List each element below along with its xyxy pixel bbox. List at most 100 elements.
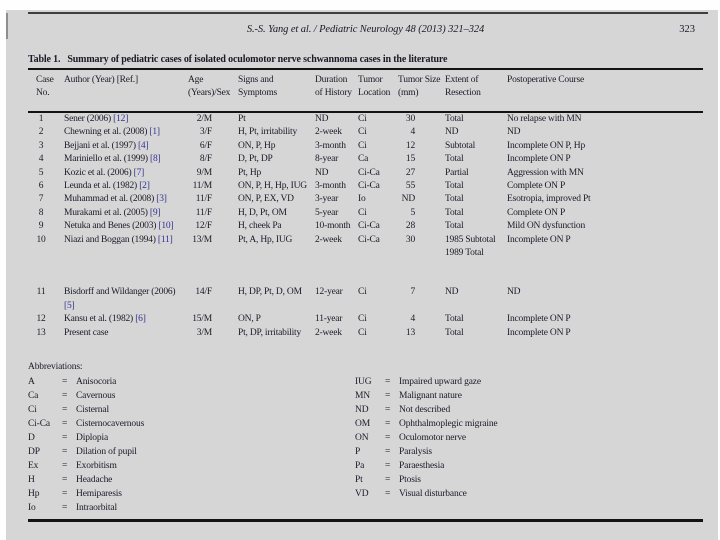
case-cell: 9 <box>38 221 44 232</box>
column-header-case-no: Case No. <box>28 69 64 113</box>
abbreviation-entry: VD = Visual disturbance <box>355 487 703 501</box>
abbreviation-key: A <box>28 377 35 387</box>
author-cell: Present case <box>64 327 188 340</box>
age-cell: 6/F <box>199 140 212 151</box>
table-row: 13 Present case 3/M Pt, DP, irritability 2-w… <box>28 327 703 340</box>
size-cell: 7 <box>410 287 415 298</box>
column-header-postop-course: Postoperative Course <box>507 69 703 113</box>
size-cell: 55 <box>405 181 415 192</box>
column-header-author: Author (Year) [Ref.] <box>64 69 188 113</box>
author-cell: Kozic et al. (2006) [7] <box>64 167 188 180</box>
abbreviation-key: H <box>28 475 35 485</box>
abbreviation-key: Pt <box>355 475 363 485</box>
size-cell: ND <box>401 194 416 205</box>
case-cell: 5 <box>38 167 44 178</box>
author-text: Bejjani et al. (1997) <box>64 140 136 151</box>
author-text: Sener (2006) <box>64 114 111 124</box>
citation-ref[interactable]: [1] <box>149 127 160 138</box>
abbreviation-meaning: Paraesthesia <box>399 461 445 471</box>
duration-cell: 5-year <box>315 207 339 218</box>
cases-table: Case No. Author (Year) [Ref.] Age (Years… <box>28 68 703 340</box>
author-cell: Murakami et al. (2005) [9] <box>64 207 188 220</box>
equals-sign: = <box>385 419 391 429</box>
author-cell: Netuka and Benes (2003) [10] <box>64 220 188 233</box>
location-cell: Ci <box>358 114 367 124</box>
citation-ref[interactable]: [8] <box>150 154 161 165</box>
course-cell: Complete ON P <box>507 207 566 218</box>
resection-cell: ND <box>445 127 459 138</box>
resection-cell: Total <box>445 181 464 192</box>
table-row: 8 Murakami et al. (2005) [9] 11/F H, D, Pt,… <box>28 207 703 220</box>
table-row: 6 Leunda et al. (1982) [2] 11/M ON, P, H, H… <box>28 180 703 193</box>
abbreviation-meaning: Ptosis <box>399 475 421 485</box>
abbreviation-key: Ca <box>28 391 39 401</box>
equals-sign: = <box>62 461 68 471</box>
citation-ref[interactable]: [7] <box>133 167 145 178</box>
abbreviation-entry: DP = Dilation of pupil <box>28 445 355 459</box>
age-cell: 15/M <box>192 314 212 325</box>
abbreviation-entry: IUG = Impaired upward gaze <box>355 375 703 389</box>
abbreviation-meaning: Not described <box>399 405 451 415</box>
abbreviation-key: ND <box>355 405 369 415</box>
duration-cell: 10-month <box>315 221 351 232</box>
citation-ref[interactable]: [6] <box>135 314 146 325</box>
abbreviation-entry: H = Headache <box>28 473 355 487</box>
size-cell: 4 <box>410 314 415 325</box>
table-title-text: Summary of pediatric cases of isolated o… <box>67 54 448 65</box>
resection-cell: Total <box>445 314 464 325</box>
case-cell: 7 <box>38 194 44 205</box>
age-cell: 14/F <box>195 287 212 298</box>
equals-sign: = <box>385 405 391 415</box>
age-cell: 13/M <box>192 234 212 245</box>
abbreviation-meaning: Exorbitism <box>76 461 117 471</box>
age-cell: 3/F <box>199 127 212 138</box>
table-title-label: Table 1. <box>28 54 61 65</box>
abbreviation-meaning: Hemiparesis <box>76 489 122 499</box>
column-header-location: Tumor Location <box>358 69 398 113</box>
size-cell: 30 <box>405 234 415 245</box>
author-text: Netuka and Benes (2003) <box>64 221 157 232</box>
column-header-signs: Signs and Symptoms <box>238 69 315 113</box>
citation-ref[interactable]: [9] <box>149 207 161 218</box>
abbreviation-entry: ND = Not described <box>355 403 703 417</box>
resection-cell: Total <box>445 194 464 205</box>
citation-ref[interactable]: [11] <box>157 234 173 245</box>
course-cell: Incomplete ON P <box>507 314 571 325</box>
abbreviation-meaning: Ophthalmoplegic migraine <box>399 419 498 429</box>
duration-cell: ND <box>315 114 329 124</box>
duration-cell: 3-year <box>315 194 339 205</box>
table-row: 12 Kansu et al. (1982) [6] 15/M ON, P 11-yea… <box>28 313 703 326</box>
abbreviation-entry: Io = Intraorbital <box>28 501 355 515</box>
journal-page: S.-S. Yang et al. / Pediatric Neurology … <box>6 10 718 540</box>
author-cell: Chewning et al. (2008) [1] <box>64 126 188 139</box>
citation-ref[interactable]: [4] <box>137 140 149 151</box>
course-cell: Incomplete ON P <box>507 234 571 245</box>
equals-sign: = <box>385 475 391 485</box>
equals-sign: = <box>62 419 68 429</box>
resection-cell: Total <box>445 114 464 124</box>
course-cell: Esotropia, improved Pt <box>507 194 591 205</box>
case-cell: 12 <box>36 314 46 325</box>
abbreviation-meaning: Anisocoria <box>76 377 117 387</box>
course-cell: Incomplete ON P, Hp <box>507 140 585 151</box>
author-cell: Leunda et al. (1982) [2] <box>64 180 188 193</box>
column-header-duration: Duration of History <box>315 69 358 113</box>
size-cell: 30 <box>405 114 415 124</box>
citation-ref[interactable]: [10] <box>158 221 174 232</box>
course-cell: Incomplete ON P <box>507 327 571 338</box>
citation-ref[interactable]: [12] <box>113 114 129 124</box>
author-text: Leunda et al. (1982) <box>64 181 138 192</box>
citation-ref[interactable]: [3] <box>156 194 167 205</box>
duration-cell: 3-month <box>315 140 346 151</box>
citation-ref[interactable]: [2] <box>139 181 150 192</box>
author-text: Mariniello et al. (1999) <box>64 154 148 165</box>
size-cell: 4 <box>410 127 415 138</box>
citation-ref[interactable]: [5] <box>64 300 75 311</box>
signs-cell: Pt, DP, irritability <box>238 327 302 338</box>
age-cell: 11/F <box>195 194 212 205</box>
author-text: Present case <box>64 327 109 338</box>
location-cell: Ci-Ca <box>358 234 380 245</box>
equals-sign: = <box>385 391 391 401</box>
case-cell: 2 <box>38 127 44 138</box>
case-cell: 1 <box>38 114 44 124</box>
